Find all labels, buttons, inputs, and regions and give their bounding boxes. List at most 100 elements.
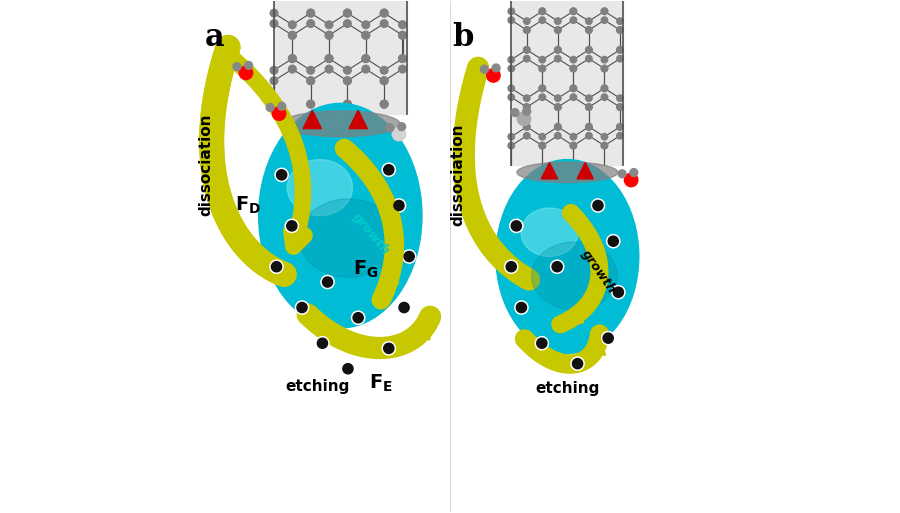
Circle shape bbox=[321, 275, 334, 289]
Circle shape bbox=[307, 67, 314, 74]
Text: dissociation: dissociation bbox=[450, 124, 465, 226]
Circle shape bbox=[289, 31, 296, 39]
Circle shape bbox=[524, 55, 530, 62]
Circle shape bbox=[362, 31, 370, 39]
Circle shape bbox=[344, 9, 351, 17]
Circle shape bbox=[344, 101, 351, 108]
Circle shape bbox=[539, 65, 545, 72]
Circle shape bbox=[233, 63, 241, 71]
Circle shape bbox=[571, 8, 577, 14]
Circle shape bbox=[509, 219, 523, 232]
Circle shape bbox=[523, 107, 531, 115]
Circle shape bbox=[571, 143, 577, 149]
Circle shape bbox=[273, 107, 286, 121]
Circle shape bbox=[524, 95, 530, 102]
Circle shape bbox=[586, 18, 592, 25]
Circle shape bbox=[539, 17, 545, 24]
Circle shape bbox=[570, 85, 577, 91]
Polygon shape bbox=[541, 163, 558, 179]
Circle shape bbox=[524, 124, 530, 130]
Bar bbox=[511, 2, 624, 165]
Circle shape bbox=[586, 95, 592, 102]
Circle shape bbox=[289, 65, 296, 73]
Circle shape bbox=[524, 132, 530, 139]
Circle shape bbox=[539, 8, 545, 14]
Circle shape bbox=[362, 55, 370, 63]
Circle shape bbox=[382, 163, 395, 176]
Circle shape bbox=[398, 301, 410, 314]
Circle shape bbox=[392, 199, 406, 212]
Circle shape bbox=[245, 62, 253, 69]
Circle shape bbox=[554, 47, 561, 53]
Circle shape bbox=[524, 27, 530, 33]
Circle shape bbox=[586, 47, 592, 53]
Circle shape bbox=[524, 47, 530, 53]
Circle shape bbox=[398, 123, 406, 131]
Circle shape bbox=[554, 95, 561, 102]
Circle shape bbox=[616, 55, 623, 62]
Circle shape bbox=[586, 47, 592, 53]
Circle shape bbox=[554, 132, 561, 139]
Circle shape bbox=[508, 133, 515, 140]
Circle shape bbox=[508, 56, 515, 63]
Circle shape bbox=[601, 85, 608, 91]
Circle shape bbox=[601, 94, 608, 101]
Circle shape bbox=[511, 109, 519, 116]
Circle shape bbox=[570, 133, 577, 140]
Circle shape bbox=[616, 124, 623, 130]
Circle shape bbox=[399, 303, 410, 312]
Circle shape bbox=[571, 85, 577, 91]
Circle shape bbox=[276, 170, 287, 180]
Circle shape bbox=[399, 65, 406, 73]
Circle shape bbox=[362, 31, 370, 39]
Circle shape bbox=[508, 94, 515, 101]
Ellipse shape bbox=[496, 160, 639, 353]
Circle shape bbox=[616, 27, 623, 33]
Circle shape bbox=[601, 65, 608, 72]
Circle shape bbox=[307, 77, 314, 85]
Circle shape bbox=[287, 221, 297, 231]
Circle shape bbox=[586, 124, 592, 130]
Polygon shape bbox=[303, 110, 321, 129]
Circle shape bbox=[616, 47, 623, 53]
Circle shape bbox=[601, 133, 608, 140]
Circle shape bbox=[392, 127, 406, 141]
Circle shape bbox=[487, 69, 500, 82]
Circle shape bbox=[586, 55, 592, 62]
Circle shape bbox=[239, 66, 253, 80]
Circle shape bbox=[381, 9, 388, 17]
Circle shape bbox=[570, 8, 577, 14]
Circle shape bbox=[586, 124, 592, 130]
Circle shape bbox=[616, 27, 623, 33]
Circle shape bbox=[295, 301, 309, 314]
Circle shape bbox=[554, 124, 561, 130]
Text: dissociation: dissociation bbox=[199, 113, 213, 216]
Ellipse shape bbox=[521, 208, 578, 256]
Circle shape bbox=[524, 47, 530, 53]
Circle shape bbox=[344, 67, 351, 74]
Circle shape bbox=[616, 104, 623, 110]
Circle shape bbox=[325, 31, 333, 39]
Circle shape bbox=[289, 21, 296, 29]
Circle shape bbox=[307, 9, 314, 17]
Circle shape bbox=[601, 8, 608, 14]
Circle shape bbox=[399, 31, 406, 39]
Circle shape bbox=[539, 85, 545, 91]
Circle shape bbox=[601, 143, 608, 149]
Circle shape bbox=[399, 31, 406, 39]
Circle shape bbox=[524, 18, 530, 25]
Circle shape bbox=[608, 236, 618, 246]
Circle shape bbox=[344, 19, 351, 27]
Circle shape bbox=[601, 65, 608, 72]
Circle shape bbox=[272, 262, 282, 272]
Circle shape bbox=[270, 19, 278, 27]
Circle shape bbox=[601, 8, 608, 14]
Circle shape bbox=[289, 55, 296, 63]
Circle shape bbox=[601, 85, 608, 91]
Circle shape bbox=[601, 56, 608, 63]
Circle shape bbox=[616, 124, 623, 130]
Circle shape bbox=[386, 124, 394, 132]
Circle shape bbox=[572, 359, 582, 369]
Circle shape bbox=[570, 17, 577, 24]
Ellipse shape bbox=[287, 160, 353, 215]
